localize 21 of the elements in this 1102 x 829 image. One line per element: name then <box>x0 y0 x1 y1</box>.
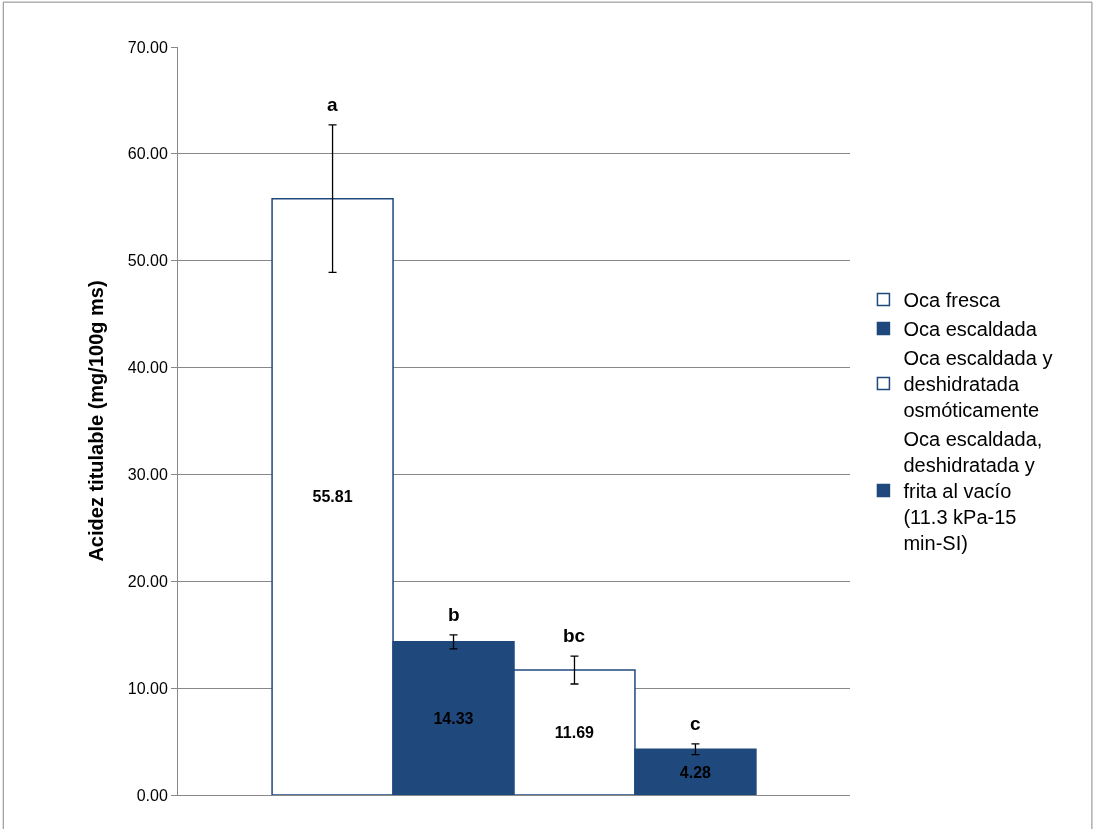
y-tick-label: 60.00 <box>127 145 168 163</box>
annotation: a <box>327 94 338 115</box>
y-tick-label: 20.00 <box>127 572 168 590</box>
y-tick-label: 10.00 <box>127 679 168 697</box>
legend-label: Oca fresca <box>903 289 1002 312</box>
data-label: 11.69 <box>554 724 595 742</box>
y-tick-label: 0.00 <box>136 786 168 804</box>
y-tick-label: 30.00 <box>127 466 168 484</box>
legend-label: Oca escaldada <box>903 318 1038 341</box>
annotation: b <box>448 604 460 625</box>
y-axis-title: Acidez titulable (mg/100g ms) <box>85 280 108 562</box>
y-tick-label: 40.00 <box>127 359 168 377</box>
y-tick-label: 70.00 <box>127 38 168 56</box>
legend-label: Oca escaldada, deshidratada y frita al vacío (11.3 kPa-15 min-SI) <box>903 428 1043 555</box>
annotation: c <box>690 713 701 734</box>
data-label: 55.81 <box>312 488 353 506</box>
y-tick-label: 50.00 <box>127 252 168 270</box>
annotation: bc <box>563 625 586 646</box>
legend-label: Oca escaldada y deshidratada osmóticamente <box>903 347 1053 422</box>
data-label: 14.33 <box>433 709 474 727</box>
data-label: 4.28 <box>679 763 712 781</box>
